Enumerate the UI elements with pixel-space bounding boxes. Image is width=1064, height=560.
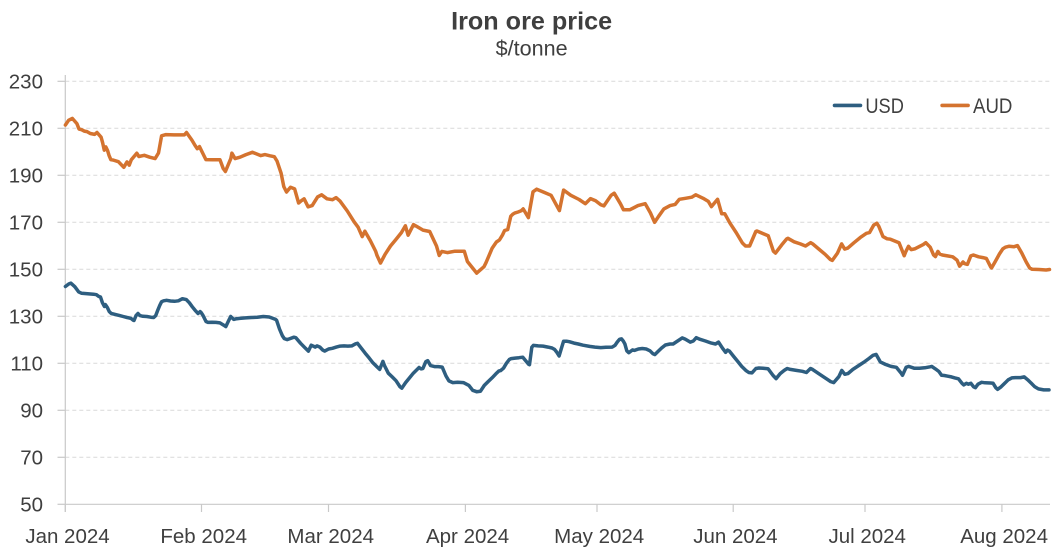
- svg-text:$/tonne: $/tonne: [496, 38, 568, 61]
- svg-text:210: 210: [9, 118, 43, 141]
- svg-text:50: 50: [20, 494, 43, 517]
- svg-text:AUD: AUD: [973, 95, 1012, 118]
- svg-text:Aug 2024: Aug 2024: [960, 525, 1048, 548]
- svg-text:Mar 2024: Mar 2024: [287, 525, 374, 548]
- svg-text:130: 130: [9, 306, 43, 329]
- svg-text:Apr 2024: Apr 2024: [426, 525, 509, 548]
- svg-text:USD: USD: [865, 95, 904, 118]
- svg-text:Iron ore price: Iron ore price: [451, 8, 612, 36]
- svg-text:170: 170: [9, 212, 43, 235]
- svg-text:Jul 2024: Jul 2024: [828, 525, 906, 548]
- svg-text:110: 110: [10, 353, 43, 376]
- svg-text:Jun 2024: Jun 2024: [693, 525, 777, 548]
- svg-text:Feb 2024: Feb 2024: [160, 525, 247, 548]
- svg-text:90: 90: [20, 400, 43, 423]
- svg-text:Jan 2024: Jan 2024: [25, 525, 109, 548]
- svg-text:150: 150: [9, 259, 43, 282]
- svg-text:190: 190: [9, 165, 43, 188]
- svg-text:70: 70: [20, 447, 43, 470]
- svg-text:May 2024: May 2024: [554, 525, 644, 548]
- svg-text:230: 230: [9, 71, 43, 94]
